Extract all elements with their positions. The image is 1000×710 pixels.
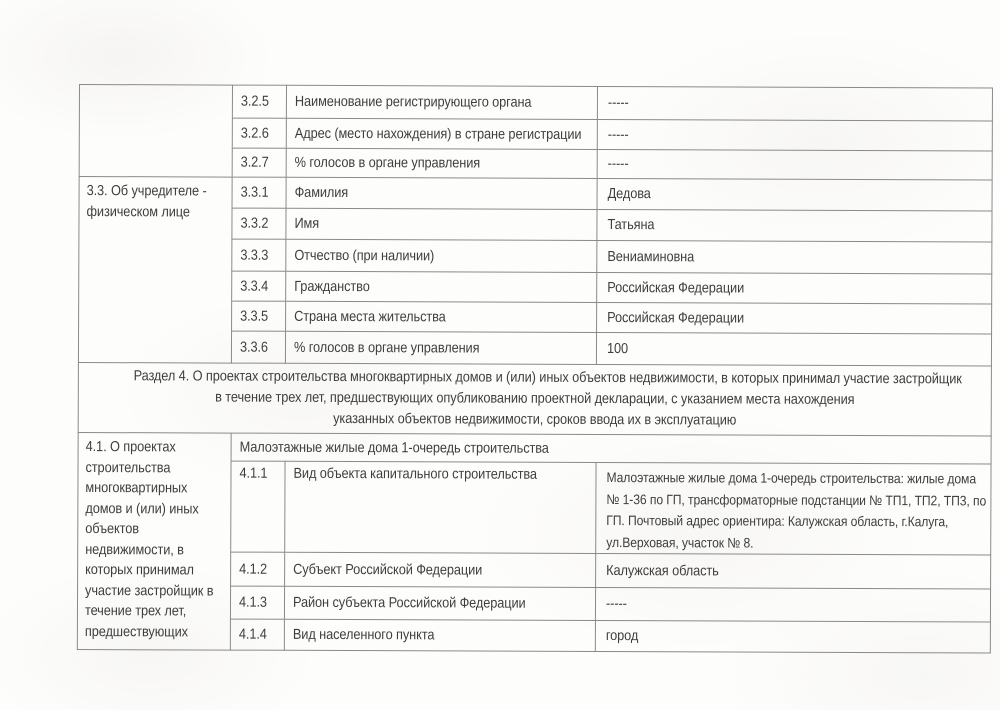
table-row: 4.1. О проектах строительства многокварт…	[77, 432, 992, 651]
row-number-cell: 3.3.2	[231, 208, 287, 240]
field-label: Наименование регистрирующего органа	[294, 93, 532, 111]
row-number: 3.2.5	[240, 93, 269, 110]
row-number-cell: 3.3.6	[231, 331, 286, 364]
row-number: 4.1.3	[238, 594, 267, 611]
section4-header-line: Раздел 4. О проектах строительства много…	[133, 368, 962, 388]
field-value: Российская Федерации	[607, 309, 745, 327]
field-label: % голосов в органе управления	[293, 339, 480, 357]
declaration-table: 3.2.5 Наименование регистрирующего орган…	[77, 84, 993, 654]
row-number: 3.2.7	[240, 154, 269, 171]
row-number: 4.1.2	[239, 561, 268, 578]
field-label: Вид объекта капитального строительства	[293, 465, 537, 483]
field-label-cell: Страна места жительства	[285, 301, 597, 333]
field-label-cell: % голосов в органе управления	[286, 148, 598, 179]
row-number: 3.3.2	[240, 215, 269, 232]
field-value: Калужская область	[606, 562, 719, 579]
row-number-cell: 3.2.7	[232, 148, 287, 178]
row-number: 3.3.4	[240, 278, 269, 295]
section4-header-cell: Раздел 4. О проектах строительства много…	[78, 362, 992, 437]
field-label-cell: Имя	[285, 208, 598, 241]
field-label: Вид населенного пункта	[292, 626, 435, 644]
field-value-cell: Вениаминовна	[596, 240, 992, 275]
table-row: Раздел 4. О проектах строительства много…	[78, 362, 992, 437]
section4-header-line: указанных объектов недвижимости, сроков …	[333, 410, 737, 429]
field-label-cell: Наименование регистрирующего органа	[286, 85, 598, 120]
row-number-cell: 3.3.3	[231, 239, 286, 272]
field-label: Отчество (при наличии)	[294, 247, 435, 264]
row-number-cell: 3.3.4	[231, 271, 286, 302]
field-label-cell: Район субъекта Российской Федерации	[284, 586, 596, 621]
field-value-cell: Татьяна	[596, 209, 993, 243]
field-value: -----	[607, 126, 629, 143]
field-label-cell: Вид населенного пункта	[284, 619, 596, 652]
section-label-cell-33: 3.3. Об учредителе - физическом лице	[78, 176, 233, 364]
row-number-cell: 3.2.6	[232, 118, 287, 149]
field-value-cell: Калужская область	[595, 553, 991, 590]
field-value-cell: город	[595, 620, 991, 654]
table-row: 3.3. Об учредителе - физическом лице 3.3…	[78, 176, 993, 364]
row-number-cell: 3.3.5	[231, 301, 286, 332]
field-value: Татьяна	[607, 217, 655, 234]
row-number: 4.1.4	[238, 626, 267, 643]
subheader-cell: Малоэтажные жилые дома 1-очередь строите…	[231, 433, 992, 465]
field-value-cell: -----	[595, 587, 991, 623]
row-number: 3.3.1	[240, 184, 269, 201]
field-value-cell: -----	[597, 119, 993, 152]
row-number-cell: 4.1.4	[230, 619, 285, 651]
field-label: Адрес (место нахождения) в стране регист…	[294, 125, 582, 143]
field-label-cell: % голосов в органе управления	[285, 331, 597, 365]
field-label: Район субъекта Российской Федерации	[292, 594, 526, 612]
row-number: 4.1.1	[239, 465, 268, 482]
field-value-cell: 100	[596, 332, 992, 367]
field-value: -----	[607, 156, 629, 173]
field-label-cell: Гражданство	[285, 271, 597, 303]
field-value: 100	[606, 340, 629, 357]
row-number-cell: 3.2.5	[232, 85, 287, 119]
field-label: Гражданство	[294, 278, 370, 295]
field-label-cell: Адрес (место нахождения) в стране регист…	[286, 118, 598, 150]
field-value: Дедова	[607, 186, 651, 203]
field-value-cell: -----	[597, 86, 993, 122]
field-value-cell: -----	[597, 149, 993, 181]
field-label-cell: Отчество (при наличии)	[285, 239, 597, 273]
row-number-cell: 4.1.3	[230, 586, 285, 620]
field-label-cell: Вид объекта капитального строительства	[284, 461, 597, 554]
row-number: 3.2.6	[240, 125, 269, 142]
field-value-cell: Малоэтажные жилые дома 1-очередь строите…	[595, 462, 992, 556]
field-value: Российская Федерации	[607, 279, 745, 297]
row-number: 3.3.6	[239, 339, 268, 356]
row-number-cell: 4.1.2	[230, 552, 285, 587]
subheader-text: Малоэтажные жилые дома 1-очередь строите…	[239, 439, 549, 457]
section-label-cell-41: 4.1. О проектах строительства многокварт…	[77, 432, 232, 651]
row-number-cell: 4.1.1	[230, 461, 286, 553]
field-value: Малоэтажные жилые дома 1-очередь строите…	[606, 470, 987, 551]
field-value-cell: Российская Федерации	[596, 272, 992, 305]
section-label-cell-empty	[79, 84, 233, 178]
row-number: 3.3.3	[240, 247, 269, 264]
table-row: 3.2.5 Наименование регистрирующего орган…	[79, 84, 993, 178]
field-value: город	[605, 628, 639, 645]
field-label: Субъект Российской Федерации	[293, 561, 483, 579]
field-label-cell: Субъект Российской Федерации	[284, 552, 596, 588]
field-label: Страна места жительства	[294, 308, 446, 325]
field-label: Фамилия	[294, 184, 349, 202]
field-value: -----	[607, 95, 629, 112]
section4-header-line: в течение трех лет, предшествующих опубл…	[215, 389, 855, 408]
scanned-table-region: 3.2.5 Наименование регистрирующего орган…	[77, 84, 993, 654]
field-label-cell: Фамилия	[286, 177, 598, 210]
field-value: Вениаминовна	[607, 248, 695, 265]
section-title: 3.3. Об учредителе - физическом лице	[86, 183, 207, 220]
section-title: 4.1. О проектах строительства многокварт…	[84, 439, 214, 640]
field-value: -----	[605, 596, 627, 613]
field-label: % голосов в органе управления	[294, 154, 481, 172]
field-value-cell: Дедова	[597, 178, 993, 212]
row-number: 3.3.5	[240, 308, 269, 325]
field-label: Имя	[294, 215, 320, 232]
row-number-cell: 3.3.1	[232, 177, 287, 209]
field-value-cell: Российская Федерации	[596, 302, 992, 335]
